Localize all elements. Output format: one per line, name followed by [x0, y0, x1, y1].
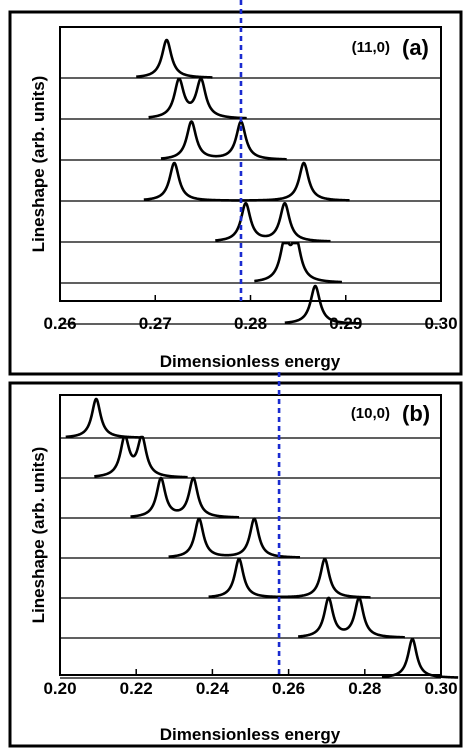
panel-b-trace-2 [93, 435, 189, 479]
panel-a-y-axis-label: Lineshape (arb. units) [29, 76, 48, 253]
panel-b-x-ticks: 0.20 0.22 0.24 0.26 0.28 0.30 [43, 669, 458, 698]
panel-a-traces [60, 0, 441, 325]
panel-a-plot-area [59, 26, 442, 302]
panel-b: 0.20 0.22 0.24 0.26 0.28 0.30 Dimensionless e… [8, 372, 463, 748]
panel-a-x-ticks: 0.26 0.27 0.28 0.29 0.30 [43, 295, 458, 333]
panel-b-x-tick-label: 0.22 [120, 679, 153, 698]
panel-b-x-tick-label: 0.28 [348, 679, 381, 698]
panel-b-y-axis-label: Lineshape (arb. units) [29, 447, 48, 624]
panel-b-trace-6 [297, 596, 406, 639]
panel-b-x-tick-label: 0.24 [196, 679, 230, 698]
panel-a-trace-2 [147, 77, 248, 120]
panel-a-trace-1 [135, 38, 214, 79]
panel-b-plot-area [59, 394, 442, 676]
panel-a-x-tick-label: 0.29 [329, 314, 362, 333]
panel-a-trace-7 [283, 284, 362, 325]
panel-b-x-axis-label: Dimensionless energy [160, 725, 341, 744]
panel-b-x-tick-label: 0.26 [272, 679, 305, 698]
panel-b-x-tick-label: 0.30 [424, 679, 457, 698]
panel-b-trace-1 [64, 397, 143, 439]
panel-a-label: (a) [402, 35, 429, 60]
panel-a-x-axis-label: Dimensionless energy [160, 352, 341, 371]
panel-a-trace-5 [214, 201, 332, 243]
panel-a-trace-3 [160, 120, 288, 161]
panel-b-trace-7 [380, 637, 460, 679]
panel-a-trace-6 [253, 241, 343, 284]
panel-b-frame [8, 381, 463, 748]
panel-a-x-tick-label: 0.28 [234, 314, 267, 333]
panel-b-chirality-label: (10,0) [351, 405, 390, 422]
panel-a-x-tick-label: 0.30 [424, 314, 457, 333]
panel-b-x-tick-label: 0.20 [43, 679, 76, 698]
panel-b-label: (b) [402, 401, 430, 426]
panel-b-traces [60, 372, 460, 679]
panel-a: 0.26 0.27 0.28 0.29 0.30 Dimensionless energ… [8, 0, 463, 376]
panel-a-x-tick-label: 0.27 [139, 314, 172, 333]
panel-a-x-tick-label: 0.26 [43, 314, 76, 333]
panel-b-trace-3 [129, 476, 240, 519]
panel-a-chirality-label: (11,0) [352, 39, 390, 56]
panel-a-trace-4 [143, 161, 351, 202]
panel-b-trace-5 [207, 557, 372, 599]
panel-a-frame [8, 10, 463, 376]
